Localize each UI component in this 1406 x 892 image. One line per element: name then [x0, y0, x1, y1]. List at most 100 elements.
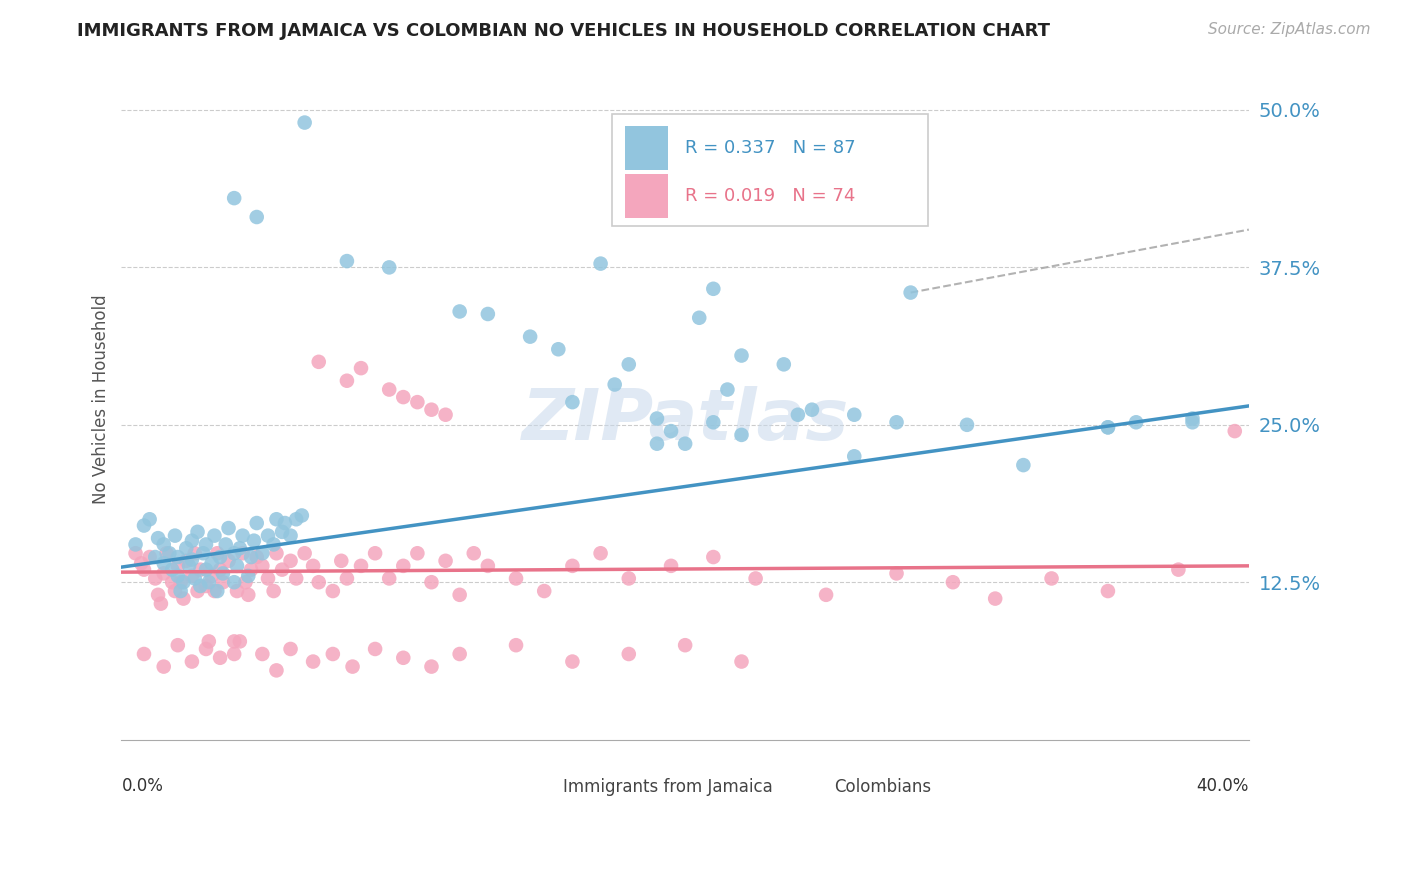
- Immigrants from Jamaica: [900, 285, 922, 300]
- Colombians: [942, 575, 965, 590]
- Immigrants from Jamaica: [226, 558, 249, 573]
- FancyBboxPatch shape: [792, 779, 827, 796]
- Immigrants from Jamaica: [547, 343, 569, 357]
- Immigrants from Jamaica: [240, 549, 263, 564]
- Colombians: [285, 571, 308, 585]
- Immigrants from Jamaica: [645, 411, 668, 425]
- Immigrants from Jamaica: [561, 395, 583, 409]
- Immigrants from Jamaica: [589, 257, 612, 271]
- Colombians: [589, 546, 612, 560]
- Immigrants from Jamaica: [232, 528, 254, 542]
- Immigrants from Jamaica: [229, 541, 252, 556]
- Immigrants from Jamaica: [1125, 415, 1147, 429]
- Immigrants from Jamaica: [688, 310, 710, 325]
- Immigrants from Jamaica: [673, 436, 696, 450]
- Colombians: [160, 575, 183, 590]
- Point: [302, 655, 325, 669]
- Point: [280, 642, 302, 657]
- Colombians: [152, 566, 174, 581]
- Point: [420, 402, 443, 417]
- Colombians: [702, 549, 724, 564]
- Colombians: [463, 546, 485, 560]
- Immigrants from Jamaica: [190, 579, 212, 593]
- Point: [730, 655, 752, 669]
- Immigrants from Jamaica: [180, 552, 202, 566]
- Immigrants from Jamaica: [1181, 411, 1204, 425]
- Colombians: [322, 584, 344, 599]
- Colombians: [294, 546, 316, 560]
- Immigrants from Jamaica: [186, 524, 208, 539]
- Immigrants from Jamaica: [716, 383, 738, 397]
- Colombians: [169, 575, 191, 590]
- Immigrants from Jamaica: [266, 512, 288, 526]
- Colombians: [364, 546, 387, 560]
- Immigrants from Jamaica: [201, 557, 224, 571]
- Immigrants from Jamaica: [1097, 420, 1119, 434]
- Immigrants from Jamaica: [160, 563, 183, 577]
- Colombians: [505, 571, 527, 585]
- Immigrants from Jamaica: [285, 512, 308, 526]
- Colombians: [302, 558, 325, 573]
- Colombians: [1097, 584, 1119, 599]
- Text: 0.0%: 0.0%: [121, 777, 163, 795]
- Colombians: [271, 563, 294, 577]
- Immigrants from Jamaica: [274, 516, 297, 530]
- Immigrants from Jamaica: [844, 408, 866, 422]
- Immigrants from Jamaica: [243, 533, 266, 548]
- Colombians: [252, 558, 274, 573]
- Colombians: [174, 554, 197, 568]
- Immigrants from Jamaica: [786, 408, 808, 422]
- Point: [342, 659, 364, 673]
- Point: [152, 659, 174, 673]
- Immigrants from Jamaica: [212, 566, 235, 581]
- Colombians: [561, 558, 583, 573]
- Colombians: [163, 584, 186, 599]
- Immigrants from Jamaica: [209, 549, 232, 564]
- Immigrants from Jamaica: [177, 558, 200, 573]
- Colombians: [617, 571, 640, 585]
- Point: [322, 647, 344, 661]
- Text: R = 0.337   N = 87: R = 0.337 N = 87: [685, 139, 856, 157]
- Colombians: [886, 566, 908, 581]
- Immigrants from Jamaica: [519, 329, 541, 343]
- Point: [505, 638, 527, 652]
- Immigrants from Jamaica: [617, 357, 640, 371]
- Immigrants from Jamaica: [195, 563, 218, 577]
- Colombians: [1167, 563, 1189, 577]
- Point: [449, 647, 471, 661]
- FancyBboxPatch shape: [626, 127, 668, 170]
- Immigrants from Jamaica: [246, 210, 269, 224]
- Immigrants from Jamaica: [224, 575, 246, 590]
- Colombians: [378, 571, 401, 585]
- Immigrants from Jamaica: [193, 546, 215, 560]
- FancyBboxPatch shape: [626, 174, 668, 218]
- FancyBboxPatch shape: [612, 114, 928, 227]
- Colombians: [533, 584, 555, 599]
- Immigrants from Jamaica: [218, 521, 240, 535]
- Immigrants from Jamaica: [772, 357, 794, 371]
- Colombians: [449, 588, 471, 602]
- Point: [224, 634, 246, 648]
- Colombians: [198, 634, 221, 648]
- Immigrants from Jamaica: [124, 537, 146, 551]
- Immigrants from Jamaica: [730, 349, 752, 363]
- Immigrants from Jamaica: [146, 531, 169, 545]
- Colombians: [330, 554, 353, 568]
- Point: [364, 642, 387, 657]
- Colombians: [1040, 571, 1063, 585]
- Colombians: [172, 591, 194, 606]
- Colombians: [336, 571, 359, 585]
- Immigrants from Jamaica: [238, 569, 260, 583]
- Immigrants from Jamaica: [163, 528, 186, 542]
- Colombians: [209, 563, 232, 577]
- Immigrants from Jamaica: [271, 524, 294, 539]
- Immigrants from Jamaica: [336, 254, 359, 268]
- Colombians: [124, 546, 146, 560]
- Immigrants from Jamaica: [1012, 458, 1035, 472]
- Point: [673, 638, 696, 652]
- Immigrants from Jamaica: [183, 571, 205, 585]
- Immigrants from Jamaica: [730, 428, 752, 442]
- Point: [308, 355, 330, 369]
- Colombians: [350, 558, 373, 573]
- Immigrants from Jamaica: [252, 546, 274, 560]
